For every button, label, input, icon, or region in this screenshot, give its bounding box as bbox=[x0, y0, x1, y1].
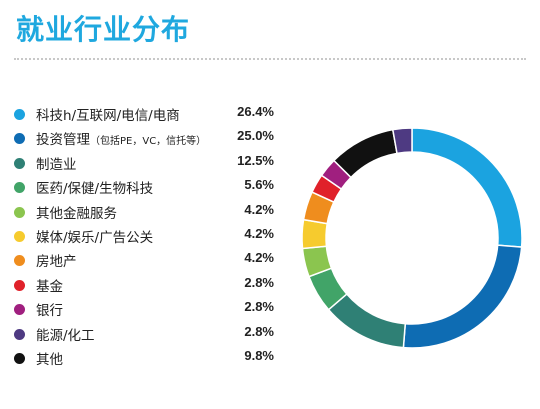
donut-slice bbox=[411, 127, 523, 248]
legend-swatch bbox=[14, 255, 25, 267]
legend-label: 其他金融服务 bbox=[36, 202, 117, 222]
legend-value: 4.2% bbox=[244, 201, 274, 217]
legend-swatch bbox=[14, 230, 25, 242]
donut-slice bbox=[402, 244, 523, 349]
legend-label-text: 科技h/互联网/电信/电商 bbox=[36, 108, 180, 124]
legend-label-text: 银行 bbox=[36, 303, 63, 320]
page-title: 就业行业分布 bbox=[16, 13, 191, 46]
legend-swatch bbox=[14, 206, 25, 218]
donut-chart bbox=[301, 127, 523, 349]
donut-slice bbox=[327, 292, 407, 349]
legend-item: 基金 2.8% bbox=[14, 275, 276, 299]
donut-slice bbox=[301, 218, 329, 250]
legend-label: 医药/保健/生物科技 bbox=[36, 177, 153, 197]
legend-label: 能源/化工 bbox=[36, 324, 95, 344]
legend-swatch bbox=[14, 109, 25, 120]
legend-label: 科技h/互联网/电信/电商 bbox=[36, 104, 180, 124]
legend-value: 26.4% bbox=[237, 104, 274, 119]
legend-swatch bbox=[14, 304, 25, 316]
legend-value: 9.8% bbox=[244, 347, 274, 363]
legend-item: 其他 9.8% bbox=[14, 348, 276, 372]
legend-value: 5.6% bbox=[244, 177, 274, 193]
legend-value: 4.2% bbox=[244, 250, 274, 266]
legend-label-text: 房地产 bbox=[36, 254, 77, 271]
legend-label: 其他 bbox=[36, 348, 63, 368]
legend-swatch bbox=[14, 328, 25, 340]
divider bbox=[14, 58, 526, 60]
legend-item: 银行 2.8% bbox=[14, 299, 276, 323]
donut-slice bbox=[391, 127, 413, 155]
legend-label-text: 制造业 bbox=[36, 156, 77, 173]
legend-label-text: 医药/保健/生物科技 bbox=[36, 181, 154, 198]
legend-swatch bbox=[14, 182, 25, 194]
legend-item: 制造业 12.5% bbox=[14, 153, 276, 177]
legend-swatch bbox=[14, 279, 25, 291]
legend-item: 投资管理（包括PE，VC，信托等） 25.0% bbox=[14, 128, 276, 152]
legend: 科技h/互联网/电信/电商 26.4% 投资管理（包括PE，VC，信托等） 25.0%… bbox=[14, 104, 276, 372]
legend-label-text: 其他金融服务 bbox=[36, 205, 117, 222]
legend-label-text: 媒体/娱乐/广告公关 bbox=[36, 229, 154, 246]
legend-swatch bbox=[14, 157, 25, 169]
legend-item: 科技h/互联网/电信/电商 26.4% bbox=[14, 104, 276, 128]
legend-item: 媒体/娱乐/广告公关 4.2% bbox=[14, 226, 276, 250]
legend-label: 制造业 bbox=[36, 153, 77, 173]
legend-swatch bbox=[14, 352, 25, 364]
legend-value: 2.8% bbox=[244, 274, 274, 290]
donut-slice bbox=[332, 128, 398, 179]
legend-label: 媒体/娱乐/广告公关 bbox=[36, 226, 153, 246]
legend-value: 2.8% bbox=[244, 323, 274, 339]
legend-item: 其他金融服务 4.2% bbox=[14, 202, 276, 226]
legend-label: 银行 bbox=[36, 299, 63, 319]
legend-label: 房地产 bbox=[36, 250, 77, 270]
legend-item: 医药/保健/生物科技 5.6% bbox=[14, 177, 276, 201]
legend-value: 4.2% bbox=[244, 225, 274, 241]
legend-label-text: 能源/化工 bbox=[36, 327, 95, 344]
legend-swatch bbox=[14, 133, 25, 145]
legend-item: 能源/化工 2.8% bbox=[14, 324, 276, 348]
legend-value: 2.8% bbox=[244, 299, 274, 315]
legend-label-note: （包括PE，VC，信托等） bbox=[90, 136, 207, 148]
legend-label: 基金 bbox=[36, 275, 63, 295]
legend-label-text: 其他 bbox=[36, 351, 63, 368]
legend-label-text: 基金 bbox=[36, 278, 63, 295]
legend-item: 房地产 4.2% bbox=[14, 250, 276, 274]
legend-label-text: 投资管理 bbox=[36, 132, 90, 149]
legend-value: 12.5% bbox=[237, 152, 274, 168]
legend-value: 25.0% bbox=[237, 128, 274, 144]
legend-label: 投资管理（包括PE，VC，信托等） bbox=[36, 128, 206, 148]
